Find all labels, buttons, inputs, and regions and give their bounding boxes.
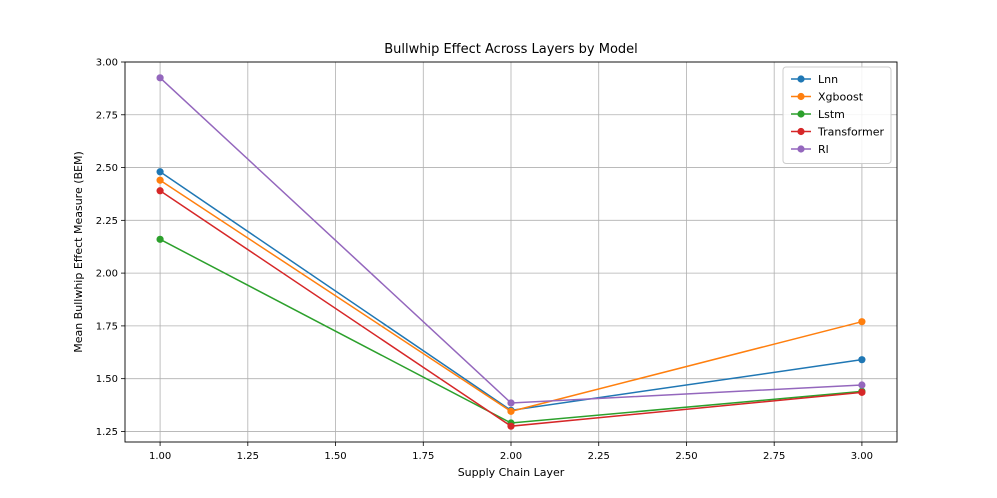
legend-label: Lnn [818,73,838,86]
x-tick-label: 2.75 [763,451,785,462]
x-tick-label: 1.00 [149,451,171,462]
x-tick-label: 2.50 [675,451,697,462]
data-point [858,381,866,389]
legend-item-lstm: Lstm [791,108,845,121]
legend-box [782,66,892,164]
legend-item-lnn: Lnn [791,73,838,86]
axis-ticks: 1.00 1.25 1.50 1.75 2.00 2.25 2.50 2.75 3.00 1.25… [96,58,873,463]
x-tick-label: 1.25 [237,451,259,462]
x-tick-label: 2.25 [588,451,610,462]
legend-item-rl: Rl [791,143,829,156]
data-point [156,235,164,243]
legend-marker [797,145,805,153]
data-point [156,74,164,82]
legend-label: Xgboost [818,91,864,104]
legend-label: Transformer [817,126,884,139]
legend-marker [797,110,805,118]
x-tick-label: 2.00 [500,451,522,462]
data-point [507,422,515,430]
legend-label: Lstm [818,108,845,121]
y-tick-label: 1.75 [96,321,118,332]
series-xgboost [156,176,866,415]
data-point [156,168,164,176]
legend-marker [797,75,805,83]
legend-marker [797,127,805,136]
data-point [507,407,515,415]
legend-label: Rl [818,143,829,156]
y-tick-label: 3.00 [96,58,118,69]
y-tick-label: 2.50 [96,163,118,174]
x-axis-label: Supply Chain Layer [458,466,565,479]
series-rl [156,74,866,407]
y-axis-label: Mean Bullwhip Effect Measure (BEM) [72,151,85,353]
x-tick-label: 1.50 [324,451,346,462]
y-tick-label: 2.25 [96,216,118,227]
data-point [156,176,164,184]
y-tick-label: 2.00 [96,269,118,280]
legend-marker [797,92,805,101]
data-point [858,388,866,396]
legend-item-xgboost: Xgboost [791,91,864,104]
legend-item-transformer: Transformer [791,126,884,139]
chart-title: Bullwhip Effect Across Layers by Model [384,42,638,57]
x-tick-label: 3.00 [851,451,873,462]
series-transformer [156,187,866,430]
data-point [858,318,866,326]
data-point [858,356,866,364]
data-point [507,399,515,407]
data-point [156,187,164,195]
series-layer [156,74,866,430]
legend: Lnn Xgboost Lstm Transformer Rl [782,66,892,164]
y-tick-label: 1.50 [96,374,118,385]
x-tick-label: 1.75 [412,451,434,462]
y-tick-label: 2.75 [96,110,118,121]
y-tick-label: 1.25 [96,427,118,438]
